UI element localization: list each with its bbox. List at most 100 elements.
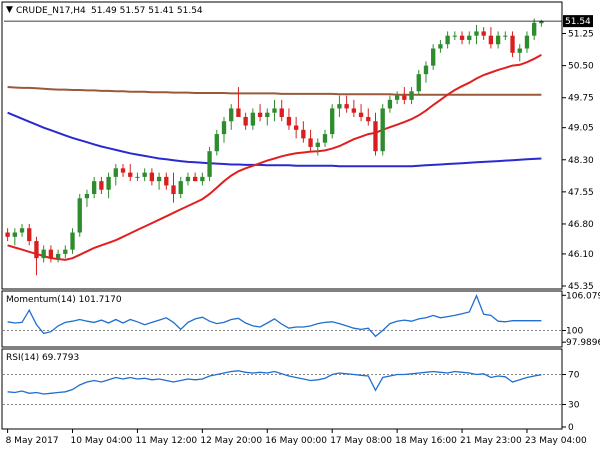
candle-bullish xyxy=(272,108,277,113)
candle-bearish xyxy=(510,35,515,53)
momentum-panel-frame xyxy=(1,290,563,348)
candle-bearish xyxy=(128,172,133,177)
price-tick-label: 47.55 xyxy=(568,188,594,198)
sma-mid-line xyxy=(7,86,542,96)
price-plot: 51.25 50.50 49.75 49.05 48.30 47.55 46.80 46.10… xyxy=(4,15,594,292)
ohlc-label: 51.49 51.57 51.41 51.54 xyxy=(91,6,203,16)
candle-bullish xyxy=(12,232,17,237)
candle-bullish xyxy=(113,168,118,177)
time-tick-label: 10 May 04:00 xyxy=(71,436,133,446)
candle-bullish xyxy=(380,108,385,152)
candle-bearish xyxy=(243,116,248,126)
candle-bearish xyxy=(99,181,104,190)
rsi-label: RSI(14) 69.7793 xyxy=(6,353,79,363)
candle-bearish xyxy=(488,35,494,45)
price-tick-label: 46.80 xyxy=(568,220,594,230)
time-tick-label: 17 May 08:00 xyxy=(330,436,392,446)
rsi-tick-label: 0 xyxy=(568,423,574,433)
price-tick-label: 49.05 xyxy=(568,124,594,134)
momentum-tick-label: 97.9896 xyxy=(566,338,600,348)
candle-bullish xyxy=(77,198,82,233)
chart-menu-arrow-icon[interactable]: ▼ xyxy=(6,5,13,15)
candle-bullish xyxy=(532,22,537,36)
candle-bearish xyxy=(120,168,126,173)
candle-bearish xyxy=(171,185,176,194)
price-tick-label: 51.25 xyxy=(568,30,594,40)
candle-bullish xyxy=(445,35,450,45)
price-tick-label: 50.50 xyxy=(568,62,594,72)
sma-fast-line xyxy=(7,54,542,261)
candle-bullish xyxy=(452,35,457,37)
candle-bullish xyxy=(394,95,400,100)
candle-bearish xyxy=(459,35,465,40)
momentum-label: Momentum(14) 101.7170 xyxy=(6,295,122,305)
candle-bullish xyxy=(337,104,342,109)
rsi-panel-frame xyxy=(1,348,563,430)
candle-bullish xyxy=(41,249,46,259)
candle-bearish xyxy=(5,232,10,237)
candle-bullish xyxy=(250,112,256,126)
time-tick-label: 23 May 04:00 xyxy=(525,436,587,446)
candle-bullish xyxy=(221,121,227,135)
candle-bullish xyxy=(524,35,530,49)
candle-bullish xyxy=(423,65,429,75)
candle-bullish xyxy=(416,74,421,92)
candle-bearish xyxy=(293,125,299,130)
candle-bearish xyxy=(308,138,313,147)
candle-bullish xyxy=(387,99,393,109)
candle-bearish xyxy=(236,108,241,117)
momentum-tick-label: 100 xyxy=(566,327,583,337)
time-tick-label: 21 May 23:00 xyxy=(460,436,522,446)
candle-bullish xyxy=(19,228,25,233)
candle-bullish xyxy=(55,253,61,259)
candle-bearish xyxy=(164,176,169,186)
candle-bearish xyxy=(358,112,364,117)
rsi-tick-label: 30 xyxy=(568,401,580,411)
candle-bullish xyxy=(467,35,472,40)
candle-bearish xyxy=(257,112,263,117)
price-tick-label: 45.35 xyxy=(568,282,594,292)
candle-bullish xyxy=(207,151,212,177)
candle-bullish xyxy=(142,172,147,177)
candle-bullish xyxy=(178,181,183,194)
candle-bullish xyxy=(92,181,97,194)
candle-bullish xyxy=(438,44,443,49)
candle-bearish xyxy=(301,129,306,139)
candle-bearish xyxy=(149,172,155,182)
candle-bearish xyxy=(34,241,39,259)
candle-bullish xyxy=(431,48,436,66)
candle-bearish xyxy=(27,228,32,242)
candle-bearish xyxy=(481,31,486,36)
candle-bullish xyxy=(135,176,140,178)
candle-bullish xyxy=(200,176,205,182)
candle-bearish xyxy=(344,104,349,109)
time-tick-label: 16 May 00:00 xyxy=(265,436,327,446)
candle-bullish xyxy=(70,232,75,250)
candle-bullish xyxy=(409,91,414,100)
candle-bullish xyxy=(156,176,162,182)
candle-bearish xyxy=(192,176,198,182)
time-axis: 8 May 2017 10 May 04:00 11 May 12:00 12 May… xyxy=(6,429,587,446)
candle-bullish xyxy=(495,35,501,45)
candle-bullish xyxy=(330,108,335,135)
time-tick-label: 12 May 20:00 xyxy=(200,436,262,446)
candle-bearish xyxy=(279,108,284,117)
candle-bullish xyxy=(214,134,219,152)
rsi-plot: 70 30 0 xyxy=(3,370,580,433)
candle-bullish xyxy=(63,249,68,254)
momentum-line xyxy=(7,294,542,338)
time-tick-label: 18 May 16:00 xyxy=(395,436,457,446)
rsi-tick-label: 70 xyxy=(568,371,580,381)
candle-bullish xyxy=(474,31,479,36)
last-price-value: 51.54 xyxy=(565,17,591,27)
last-price-tag xyxy=(563,15,593,28)
candle-bearish xyxy=(366,116,371,122)
candle-bearish xyxy=(373,121,378,152)
candle-bearish xyxy=(286,116,292,126)
candle-bullish xyxy=(106,176,111,190)
candle-bullish xyxy=(539,21,544,24)
candle-bullish xyxy=(322,134,328,143)
rsi-line xyxy=(7,370,542,395)
